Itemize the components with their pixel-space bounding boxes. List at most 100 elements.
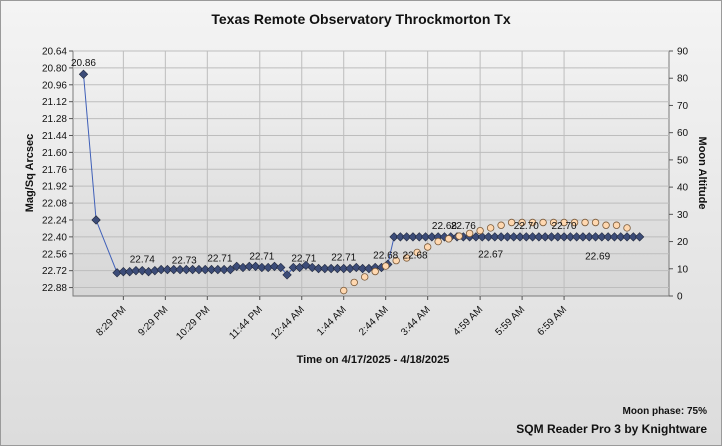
x-tick-label-10: 6:59 AM [535,304,569,338]
sqm-point-48 [402,232,412,242]
moon-point-19 [539,218,547,227]
moon-point-7 [413,248,421,257]
moon-point-4 [381,262,390,270]
sqm-point-72 [553,232,563,242]
left-tick-label-1: 20.80 [42,63,67,74]
x-tick-label-1: 9:29 PM [136,304,170,338]
sqm-point-85 [634,232,645,242]
sqm-data-label-3: 22.71 [207,254,232,265]
sqm-data-label-13: 22.70 [552,221,577,232]
x-tick-label-2: 10:29 PM [174,304,212,342]
sqm-point-71 [546,232,557,242]
sqm-point-9 [156,264,166,275]
x-tick-label-4: 12:44 AM [269,304,307,342]
left-tick-label-12: 22.56 [42,249,67,260]
sqm-point-83 [622,232,632,242]
sqm-point-39 [345,263,355,274]
sqm-point-36 [326,263,336,274]
sqm-point-25 [257,262,267,273]
sqm-data-label-14: 22.69 [585,251,610,262]
left-tick-label-8: 21.92 [42,182,67,193]
left-tick-label-11: 22.40 [42,232,67,243]
right-tick-label-1: 10 [677,264,689,275]
data-labels: 20.86 22.74 22.73 22.71 22.71 22.71 22.71 22.68… [71,58,611,266]
sqm-point-50 [414,232,424,242]
sqm-data-label-8: 22.68 [403,250,428,261]
sqm-point-23 [244,261,254,272]
sqm-point-35 [320,263,330,274]
sqm-point-7 [143,267,154,277]
sqm-point-0 [78,69,89,79]
x-tick-label-5: 1:44 AM [315,304,349,338]
left-tick-label-6: 21.60 [42,148,67,159]
sqm-data-label-2: 22.73 [172,256,197,267]
moon-point-2 [361,273,369,281]
moon-point-16 [507,218,516,227]
sqm-point-73 [559,232,569,242]
moon-point-5 [392,256,400,265]
moon-phase: Moon phase: 75% [623,406,708,417]
left-tick-label-3: 21.12 [42,97,67,108]
moon-point-0 [340,286,348,295]
left-tick-label-14: 22.88 [42,283,67,294]
left-tick-label-9: 22.08 [42,199,67,210]
sqm-point-8 [150,265,160,276]
right-tick-label-2: 20 [677,237,689,248]
sqm-point-75 [571,232,582,242]
x-tick-label-6: 2:44 AM [357,304,391,338]
sqm-data-label-7: 22.68 [373,250,398,261]
sqm-point-65 [509,232,519,242]
sqm-point-46 [389,232,399,242]
sqm-point-21 [232,261,242,272]
right-tick-label-7: 70 [677,101,689,112]
sqm-point-80 [603,232,613,242]
left-tick-label-7: 21.76 [42,165,67,176]
left-axis-ticks: 20.64 20.80 20.96 21.12 21.28 21.44 21.60 21.76… [42,47,73,294]
right-tick-label-9: 90 [677,47,689,58]
sqm-point-63 [496,232,506,242]
right-tick-label-0: 0 [677,292,683,303]
x-tick-label-8: 4:59 AM [452,304,486,338]
sqm-point-15 [194,264,204,275]
chart-title: Texas Remote Observatory Throckmorton Tx [211,11,510,27]
moon-point-17 [518,218,526,227]
right-tick-label-8: 80 [677,74,689,85]
moon-point-14 [486,224,495,232]
sqm-point-28 [276,262,286,273]
sqm-data-label-6: 22.71 [331,253,356,264]
moon-point-27 [623,224,631,232]
sqm-point-4 [124,267,135,277]
y-axis-label-right: Moon Altitude [696,137,708,210]
sqm-point-70 [540,232,550,242]
right-tick-label-6: 60 [677,128,689,139]
sqm-point-82 [616,232,626,242]
sqm-point-27 [269,261,280,272]
moon-point-3 [371,267,379,276]
left-tick-label-4: 21.28 [42,114,67,125]
right-tick-label-5: 50 [677,155,689,166]
sqm-point-30 [288,262,299,273]
sqm-data-label-0: 20.86 [71,58,96,69]
sqm-point-24 [250,261,261,272]
sqm-point-79 [597,232,607,242]
sqm-point-11 [169,264,179,275]
moon-point-21 [560,218,568,227]
sqm-point-12 [175,264,185,275]
sqm-point-77 [584,232,594,242]
sqm-point-61 [483,232,494,242]
left-tick-label-10: 22.24 [42,215,67,226]
sqm-point-18 [213,264,223,275]
software-credit: SQM Reader Pro 3 by Knightware [516,422,707,436]
sqm-point-10 [162,264,173,275]
left-tick-label-13: 22.72 [42,266,67,277]
x-tick-label-7: 3:44 AM [399,304,433,338]
right-tick-label-4: 40 [677,183,689,194]
x-tick-label-0: 8:29 PM [94,304,128,338]
sqm-point-3 [118,267,129,277]
moon-series [340,218,631,295]
x-tick-label-3: 11:44 PM [227,304,265,342]
sqm-point-37 [332,263,343,274]
sqm-point-51 [420,232,431,242]
moon-point-13 [476,226,484,235]
